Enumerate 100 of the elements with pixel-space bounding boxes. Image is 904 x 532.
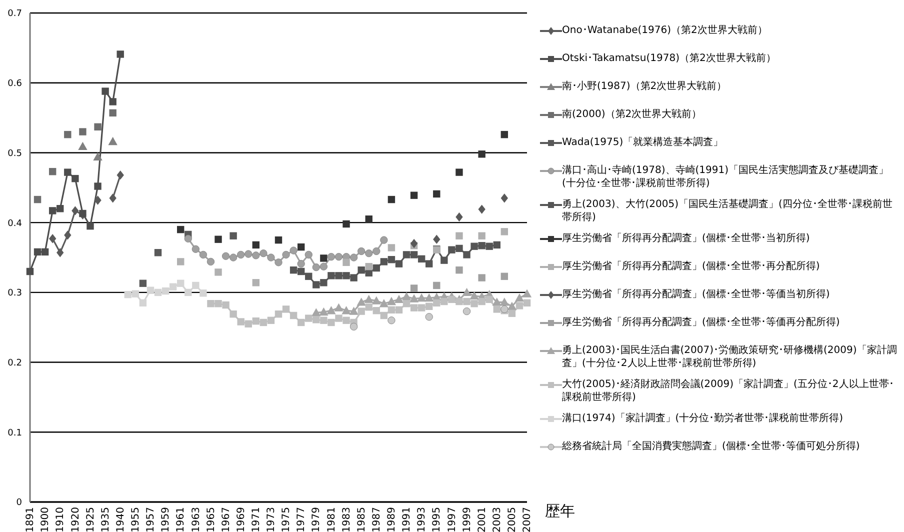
point	[365, 249, 373, 258]
point	[500, 194, 508, 203]
y-tick-label: 0.2	[8, 358, 22, 368]
point	[237, 318, 244, 326]
point	[493, 306, 500, 313]
point	[214, 236, 222, 243]
point	[508, 310, 516, 317]
point	[493, 241, 500, 249]
point	[312, 316, 320, 324]
point	[402, 251, 410, 258]
legend-label: 厚生労働省「所得再分配調査」(個標･全世帯･等価当初所得)	[562, 288, 830, 301]
point	[305, 314, 312, 322]
point	[410, 192, 418, 199]
point	[94, 196, 102, 205]
point	[328, 318, 335, 326]
x-tick-label: 1910	[55, 507, 66, 532]
x-tick-label: 1940	[115, 507, 126, 532]
point	[230, 310, 237, 318]
y-tick-label: 0.4	[8, 218, 22, 229]
point	[64, 230, 72, 240]
point	[154, 288, 162, 296]
point	[388, 316, 396, 324]
point	[108, 136, 118, 146]
point	[395, 306, 403, 314]
x-tick-label: 1975	[281, 507, 292, 532]
x-tick-label: 1925	[85, 507, 96, 532]
point	[260, 318, 268, 326]
point	[500, 228, 508, 236]
point	[478, 274, 486, 282]
point	[274, 236, 282, 244]
point	[297, 260, 305, 268]
point	[214, 268, 222, 276]
point	[394, 294, 404, 304]
point	[372, 306, 380, 314]
point	[380, 236, 388, 244]
point	[486, 296, 493, 304]
point	[358, 308, 365, 315]
point	[72, 174, 79, 182]
x-tick-label: 1985	[356, 507, 368, 532]
legend-label: Wada(1975)「就業構造基本調査」	[562, 136, 724, 149]
legend-label: 厚生労働省「所得再分配調査」(個標･全世帯･再分配所得)	[562, 260, 820, 273]
point	[478, 232, 486, 240]
point	[177, 226, 184, 234]
point	[94, 123, 102, 130]
point	[252, 252, 260, 260]
point	[41, 248, 49, 256]
x-tick-label: 1995	[432, 507, 443, 532]
point	[116, 170, 124, 180]
point	[199, 250, 208, 259]
point	[388, 244, 396, 252]
point	[410, 251, 418, 258]
legend-label: Otski･Takamatsu(1978)（第2次世界大戦前）	[562, 52, 776, 65]
x-tick-label: 1993	[416, 507, 428, 532]
point	[34, 196, 42, 204]
point	[237, 250, 245, 259]
point	[200, 290, 207, 297]
point	[320, 316, 328, 324]
x-tick-label: 1955	[130, 507, 142, 532]
point	[290, 266, 298, 274]
point	[463, 251, 470, 258]
point	[500, 130, 508, 138]
point	[192, 245, 200, 253]
point	[192, 282, 200, 290]
point	[335, 272, 342, 280]
point	[448, 296, 456, 304]
point	[456, 266, 463, 274]
point	[72, 206, 79, 216]
point	[410, 284, 418, 292]
x-tick-label: 2003	[492, 507, 503, 532]
x-tick-label: 1973	[266, 507, 278, 532]
point	[48, 168, 56, 176]
point	[486, 242, 493, 250]
point	[328, 272, 335, 280]
point	[424, 293, 434, 302]
point	[290, 246, 298, 254]
point	[109, 98, 116, 106]
x-tick-label: 2001	[476, 507, 488, 532]
point	[290, 312, 298, 320]
point	[260, 249, 268, 258]
point	[357, 247, 366, 256]
point	[380, 312, 388, 320]
point	[274, 310, 282, 318]
legend-label: 厚生労働省「所得再分配調査」(個標･全世帯･等価再分配所得)	[562, 316, 840, 329]
legend-label: 溝口･高山･寺崎(1978)、寺崎(1991)「国民生活実態調査及び基礎調査」(十分位･全世帯･課税前世帯所得)	[562, 164, 890, 190]
point	[252, 317, 260, 325]
point	[297, 243, 305, 251]
point	[402, 300, 410, 308]
x-tick-label: 1891	[25, 507, 36, 532]
point	[380, 258, 388, 266]
point	[244, 320, 252, 328]
point	[463, 298, 470, 306]
point	[139, 280, 147, 287]
point	[282, 250, 290, 259]
x-axis-title: 歴年	[545, 502, 575, 521]
x-tick-label: 1979	[311, 507, 322, 532]
point	[297, 318, 305, 326]
x-tick-label: 1987	[371, 507, 382, 532]
x-tick-label: 1981	[326, 507, 338, 532]
point	[274, 258, 282, 266]
point	[456, 244, 463, 252]
